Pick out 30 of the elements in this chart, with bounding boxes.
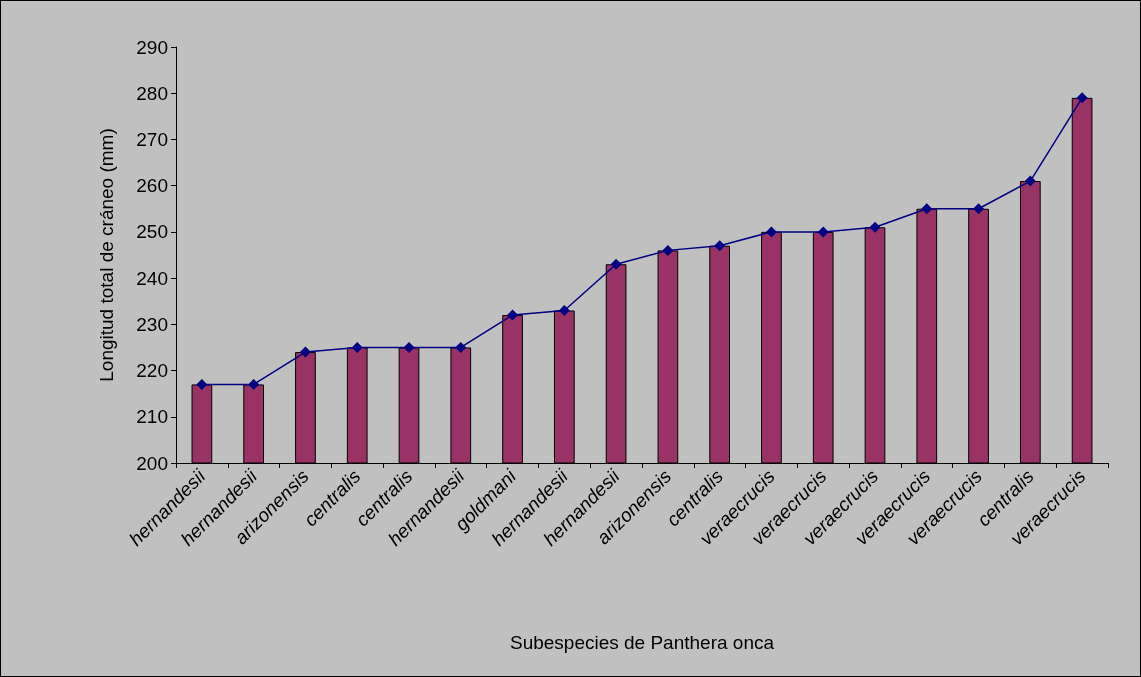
y-tick-label: 240 [136,267,168,289]
point [714,240,726,252]
point [455,341,467,353]
point [507,309,519,321]
y-tick-label: 250 [136,221,168,243]
y-tick-label: 210 [136,406,168,428]
point [662,244,674,256]
x-axis-title: Subespecies de Panthera onca [509,632,775,653]
y-tick-label: 220 [136,360,168,382]
y-tick-label: 200 [136,452,168,474]
point [1024,175,1036,187]
point [558,304,570,316]
point [196,378,208,390]
y-tick-label: 290 [136,36,168,58]
point [817,226,829,238]
point [1076,92,1088,104]
y-axis-title: Longitud total de cráneo (mm) [96,128,117,382]
y-tick-label: 230 [136,313,168,335]
point [921,203,933,215]
point [869,221,881,233]
y-tick-label: 260 [136,175,168,197]
point [610,258,622,270]
point [973,203,985,215]
y-tick-label: 280 [136,82,168,104]
y-tick-label: 270 [136,128,168,150]
point [299,346,311,358]
point [248,378,260,390]
point [765,226,777,238]
point [351,341,363,353]
point [403,341,415,353]
